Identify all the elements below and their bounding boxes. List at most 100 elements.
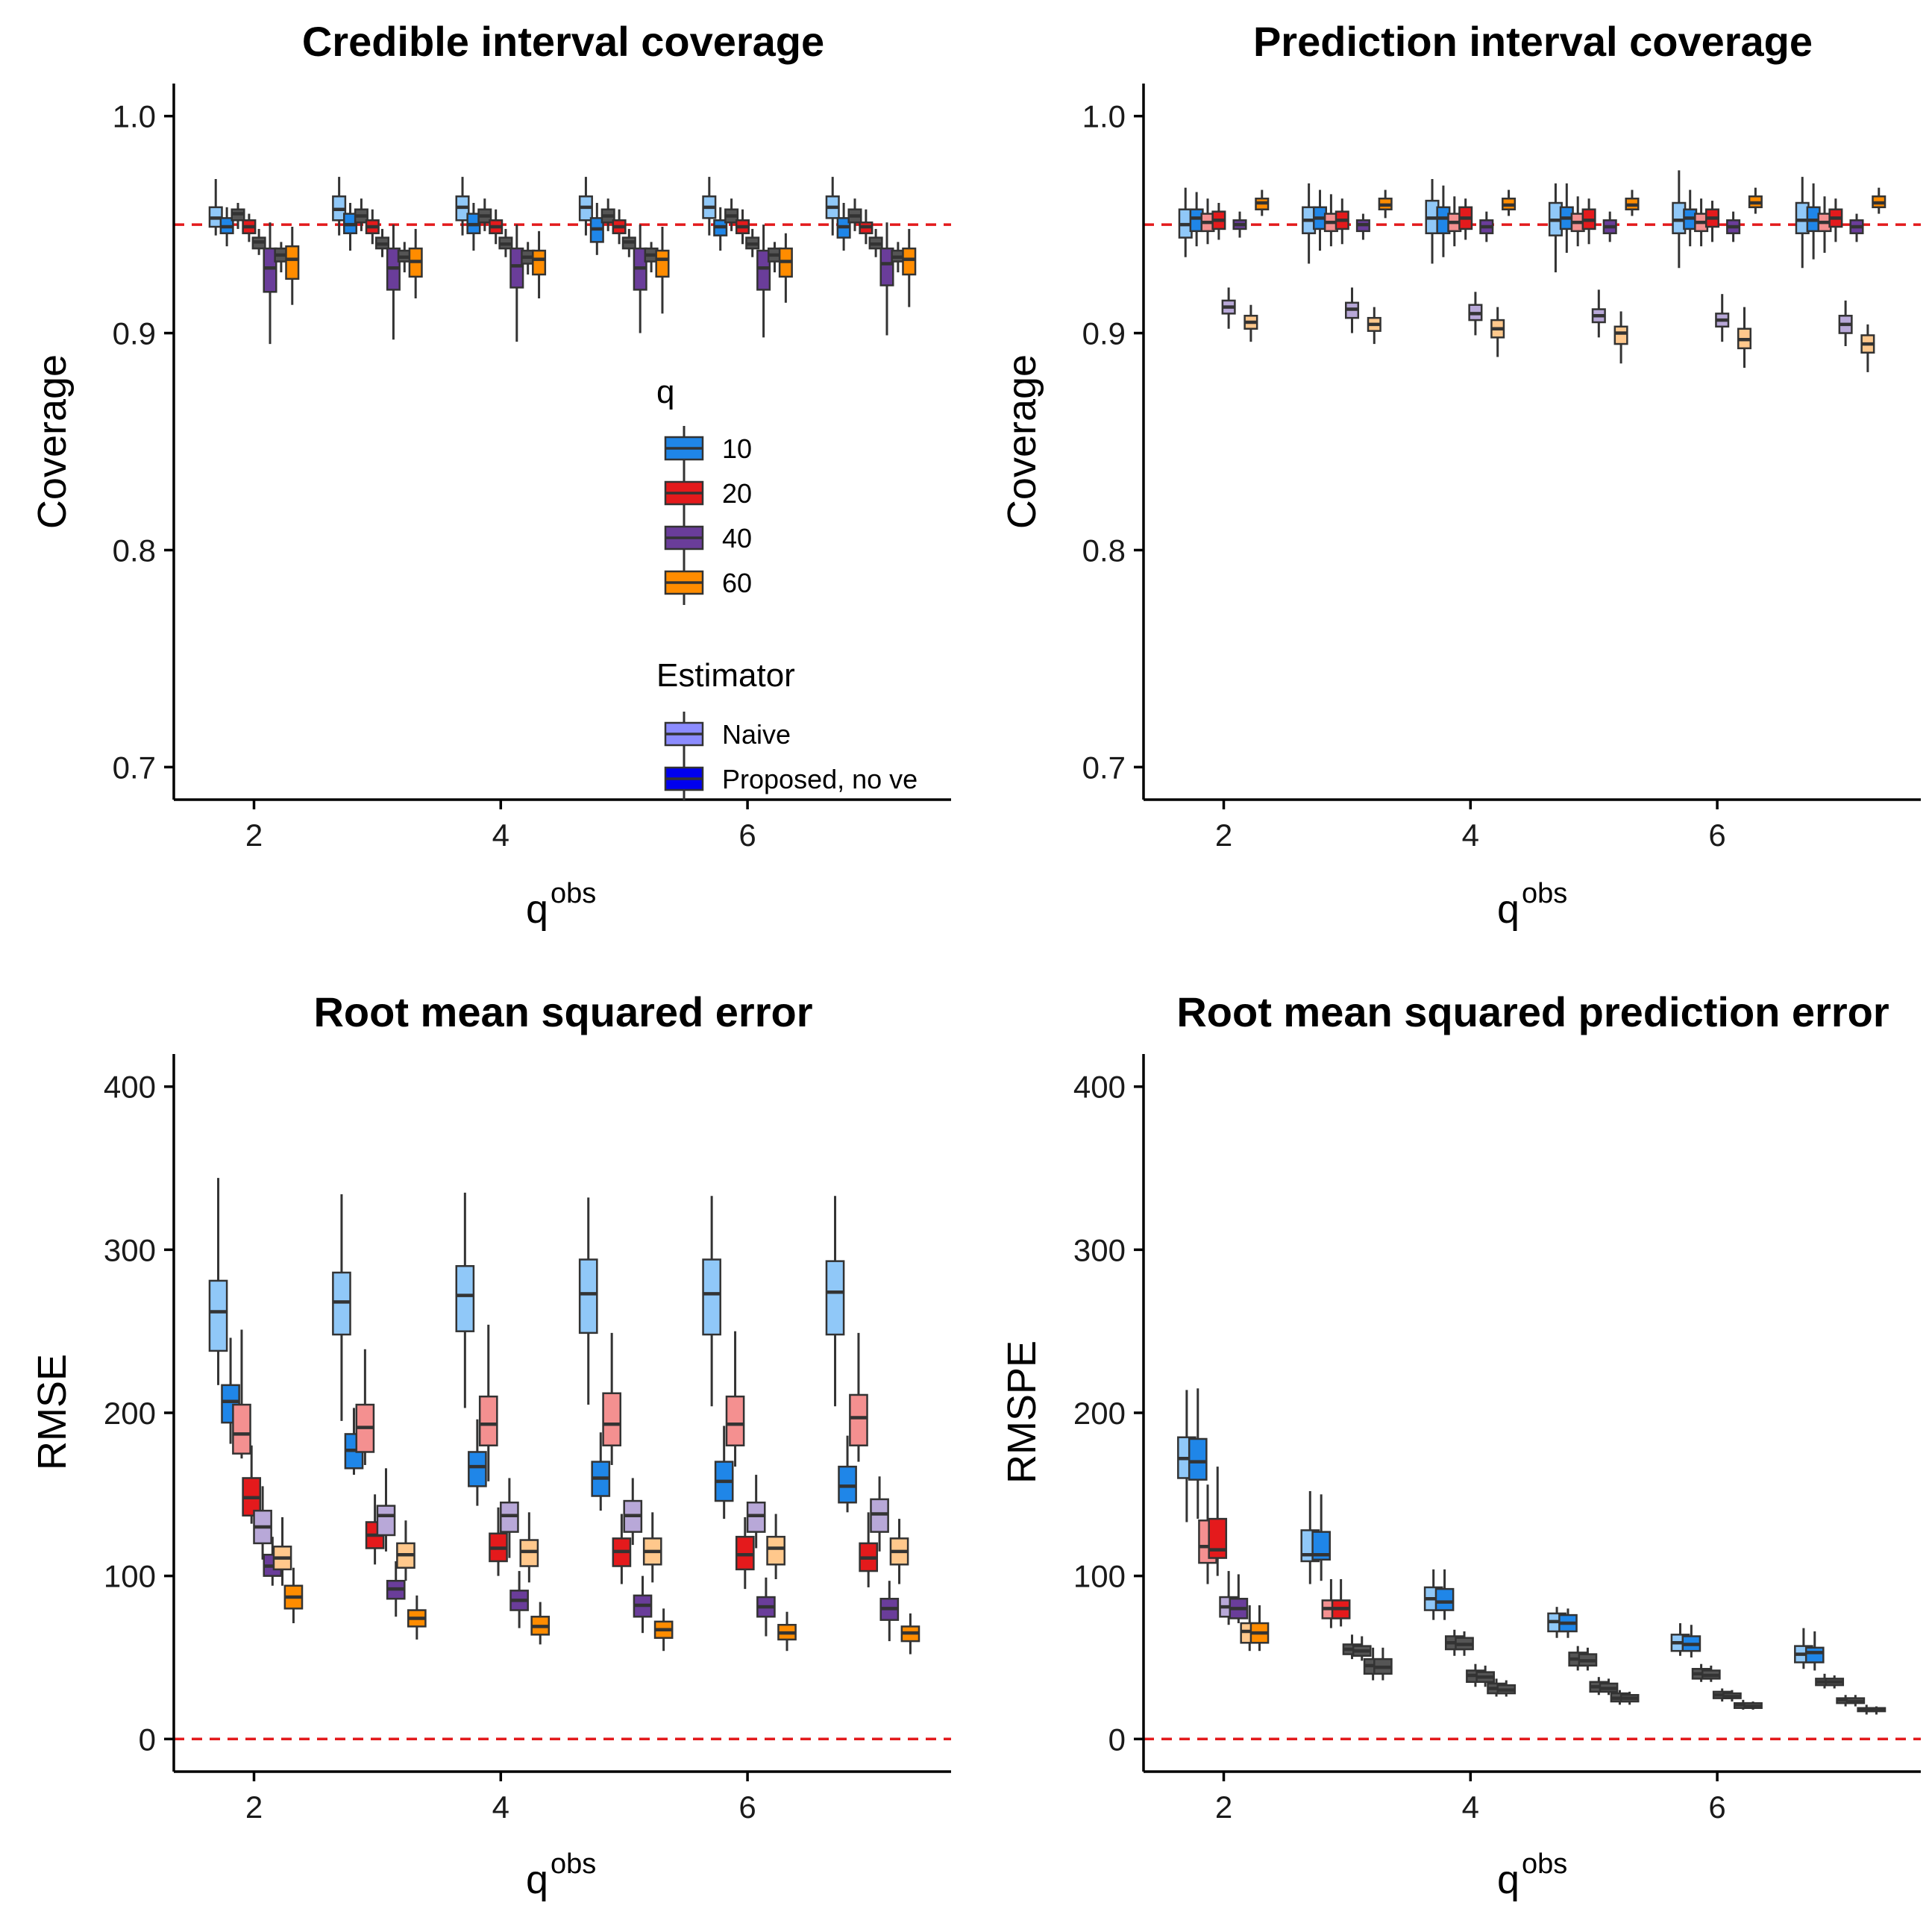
- box-group-qobs-7: [1795, 177, 1886, 372]
- box-group-qobs-7: [825, 1196, 920, 1655]
- panel-title: Credible interval coverage: [302, 18, 824, 65]
- box-group-qobs-2: [1178, 187, 1270, 342]
- box-body: [532, 249, 547, 276]
- box: [1378, 189, 1393, 219]
- box: [778, 233, 793, 303]
- x-axis-label: q: [526, 1857, 548, 1902]
- box: [1625, 189, 1640, 216]
- x-tick-label: 2: [1215, 1790, 1232, 1825]
- box-body: [455, 1264, 475, 1332]
- y-axis-label: RMSE: [30, 1354, 75, 1470]
- box-body: [1804, 1646, 1825, 1663]
- box: [1672, 170, 1687, 269]
- box-group-qobs-3: [1300, 1490, 1393, 1681]
- box: [1490, 307, 1505, 357]
- box: [1373, 1647, 1393, 1681]
- box-body: [509, 247, 524, 289]
- box: [376, 1468, 396, 1552]
- legend-key-estimator-1: [664, 756, 704, 801]
- box: [849, 1332, 868, 1462]
- box-body: [232, 1403, 251, 1455]
- box-body: [825, 1260, 845, 1336]
- x-axis-label-superscript: obs: [1522, 878, 1567, 909]
- box: [889, 1519, 909, 1584]
- legend-key-q-10: [664, 426, 704, 471]
- box-body: [285, 245, 300, 280]
- box: [1578, 1647, 1598, 1671]
- box: [1681, 1625, 1702, 1657]
- panel-title: Root mean squared error: [313, 988, 812, 1035]
- box-body: [1208, 1517, 1228, 1559]
- box-group-qobs-2: [208, 179, 300, 345]
- box: [242, 213, 257, 242]
- box: [578, 177, 593, 236]
- box: [714, 1426, 734, 1519]
- box: [1232, 211, 1247, 238]
- x-tick-label: 4: [492, 818, 509, 853]
- legend-label-q-60: 60: [722, 568, 752, 598]
- box: [1701, 1665, 1721, 1682]
- box: [1872, 187, 1886, 214]
- x-tick-label: 4: [1462, 1790, 1479, 1825]
- box: [578, 1197, 598, 1405]
- box: [1243, 304, 1258, 342]
- box: [1591, 289, 1606, 338]
- y-axis-label: Coverage: [1000, 354, 1044, 529]
- box-group-qobs-7: [825, 177, 917, 336]
- box: [1602, 211, 1617, 242]
- box: [1726, 211, 1741, 242]
- box: [283, 1567, 304, 1624]
- box: [879, 1581, 900, 1642]
- box: [532, 230, 547, 298]
- box: [1804, 1631, 1825, 1671]
- x-tick-label: 4: [1462, 818, 1479, 853]
- box: [285, 227, 300, 305]
- box: [489, 1507, 508, 1576]
- x-tick-label: 4: [492, 1790, 509, 1825]
- box: [756, 1577, 776, 1637]
- box-group-qobs-3: [332, 177, 423, 340]
- box: [655, 227, 670, 314]
- panel-title: Prediction interval coverage: [1253, 18, 1813, 65]
- box: [600, 198, 615, 231]
- box-body: [468, 1451, 487, 1487]
- box-group-qobs-4: [1423, 1569, 1517, 1697]
- box-body: [766, 1535, 785, 1566]
- legend-label-q-20: 20: [722, 478, 752, 509]
- y-tick-label: 300: [1073, 1232, 1126, 1267]
- legend-label-naive: Naive: [722, 719, 791, 750]
- box: [1345, 287, 1360, 333]
- box: [859, 209, 874, 245]
- box: [623, 1478, 643, 1546]
- x-tick-label: 2: [245, 1790, 263, 1825]
- box-body: [702, 1258, 721, 1336]
- y-tick-label: 300: [104, 1232, 156, 1267]
- legend-key-q-20: [664, 471, 704, 515]
- legend-key-estimator-0: [664, 712, 704, 756]
- legend-title-q: q: [656, 374, 674, 410]
- box: [825, 177, 840, 236]
- box: [1817, 196, 1832, 253]
- box-body: [1188, 1437, 1208, 1481]
- x-tick-label: 2: [245, 818, 263, 853]
- box-body: [902, 247, 917, 276]
- box-group-qobs-6: [702, 177, 793, 338]
- box: [498, 228, 513, 257]
- box: [509, 225, 524, 342]
- box: [1255, 189, 1270, 216]
- box: [365, 209, 380, 245]
- box: [602, 1332, 621, 1465]
- box: [500, 1478, 519, 1558]
- box: [1211, 203, 1226, 240]
- box: [589, 203, 604, 255]
- box: [1619, 1691, 1640, 1705]
- box: [219, 207, 234, 247]
- box: [745, 228, 760, 257]
- box: [1479, 211, 1494, 242]
- box: [1548, 183, 1563, 273]
- box: [332, 1194, 351, 1421]
- box-body: [263, 247, 277, 293]
- box: [1715, 294, 1730, 342]
- y-tick-label: 0.9: [1082, 316, 1126, 351]
